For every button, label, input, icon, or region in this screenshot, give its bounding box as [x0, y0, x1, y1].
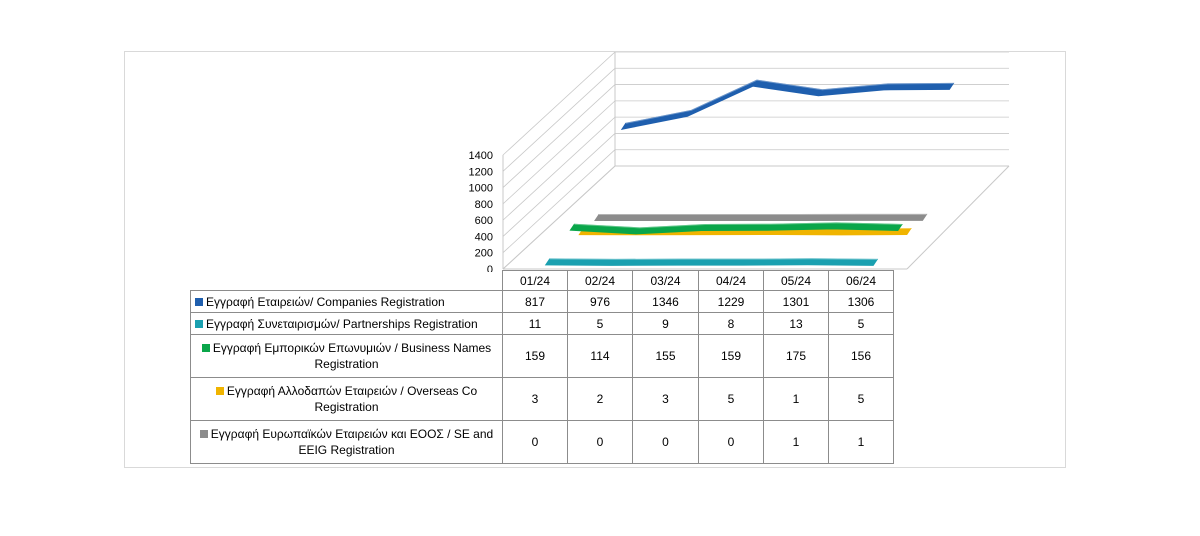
data-value: 156 — [828, 334, 894, 378]
series-ribbon-highlight — [574, 222, 902, 229]
series-name: Εγγραφή Εταιρειών/ Companies Registratio… — [190, 290, 503, 313]
data-value: 8 — [698, 312, 764, 335]
y-tick-label: 400 — [475, 231, 493, 243]
data-value: 817 — [502, 290, 568, 313]
table-row: Εγγραφή Συνεταιρισμών/ Partnerships Regi… — [190, 312, 894, 335]
category-label: 04/24 — [698, 270, 764, 291]
category-label: 06/24 — [828, 270, 894, 291]
data-value: 0 — [502, 420, 568, 464]
legend-swatch — [195, 319, 203, 328]
data-value: 1301 — [763, 290, 829, 313]
data-value: 114 — [567, 334, 633, 378]
y-tick-label: 1400 — [469, 150, 493, 162]
series-ribbon — [620, 79, 955, 130]
data-value: 2 — [567, 377, 633, 421]
table-row: Εγγραφή Εταιρειών/ Companies Registratio… — [190, 290, 894, 313]
data-value: 976 — [567, 290, 633, 313]
y-tick-label: 1200 — [469, 166, 493, 178]
data-value: 9 — [632, 312, 699, 335]
data-value: 0 — [632, 420, 699, 464]
data-value: 5 — [698, 377, 764, 421]
data-value: 13 — [763, 312, 829, 335]
data-value: 0 — [567, 420, 633, 464]
legend-swatch — [201, 344, 210, 352]
data-value: 159 — [698, 334, 764, 378]
data-value: 5 — [567, 312, 633, 335]
data-value: 159 — [502, 334, 568, 378]
data-value: 1 — [763, 377, 829, 421]
data-value: 1 — [763, 420, 829, 464]
table-row: Εγγραφή Ευρωπαϊκών Εταιρειών και ΕΟΟΣ / … — [190, 420, 894, 464]
data-value: 1346 — [632, 290, 699, 313]
y-tick-label: 1000 — [469, 183, 493, 195]
data-value: 1229 — [698, 290, 764, 313]
y-tick-label: 200 — [475, 248, 493, 260]
y-tick-label: 800 — [475, 199, 493, 211]
data-value: 11 — [502, 312, 568, 335]
category-label: 01/24 — [502, 270, 568, 291]
series-name: Εγγραφή Ευρωπαϊκών Εταιρειών και ΕΟΟΣ / … — [190, 420, 503, 464]
data-value: 3 — [502, 377, 568, 421]
legend-swatch — [215, 387, 224, 395]
series-ribbon-highlight — [625, 79, 954, 124]
data-value: 1 — [828, 420, 894, 464]
legend-swatch — [195, 297, 203, 306]
data-value: 5 — [828, 312, 894, 335]
table-corner — [190, 270, 503, 291]
series-name: Εγγραφή Αλλοδαπών Εταιρειών / Overseas C… — [190, 377, 503, 421]
series-name: Εγγραφή Εμπορικών Επωνυμιών / Business N… — [190, 334, 503, 378]
category-label: 02/24 — [567, 270, 633, 291]
data-value: 0 — [698, 420, 764, 464]
series-ribbon — [544, 258, 879, 266]
table-row: Εγγραφή Εμπορικών Επωνυμιών / Business N… — [190, 334, 894, 378]
chart-plot: 0 200 400 600 800 1000 1200 1400 — [469, 52, 1010, 272]
series-ribbon — [594, 213, 928, 221]
data-value: 175 — [763, 334, 829, 378]
data-value: 5 — [828, 377, 894, 421]
series-ribbon-highlight — [549, 258, 878, 260]
y-tick-label: 0 — [487, 264, 493, 272]
series-ribbon — [569, 222, 903, 235]
y-tick-label: 600 — [475, 215, 493, 227]
legend-swatch — [199, 430, 208, 438]
data-table: 01/24 02/24 03/24 04/24 05/24 06/24 Εγγραφή Ετ… — [190, 270, 894, 464]
data-value: 155 — [632, 334, 699, 378]
category-label: 05/24 — [763, 270, 829, 291]
series-name: Εγγραφή Συνεταιρισμών/ Partnerships Regi… — [190, 312, 503, 335]
table-row: Εγγραφή Αλλοδαπών Εταιρειών / Overseas C… — [190, 377, 894, 421]
category-label: 03/24 — [632, 270, 699, 291]
data-value: 3 — [632, 377, 699, 421]
data-value: 1306 — [828, 290, 894, 313]
